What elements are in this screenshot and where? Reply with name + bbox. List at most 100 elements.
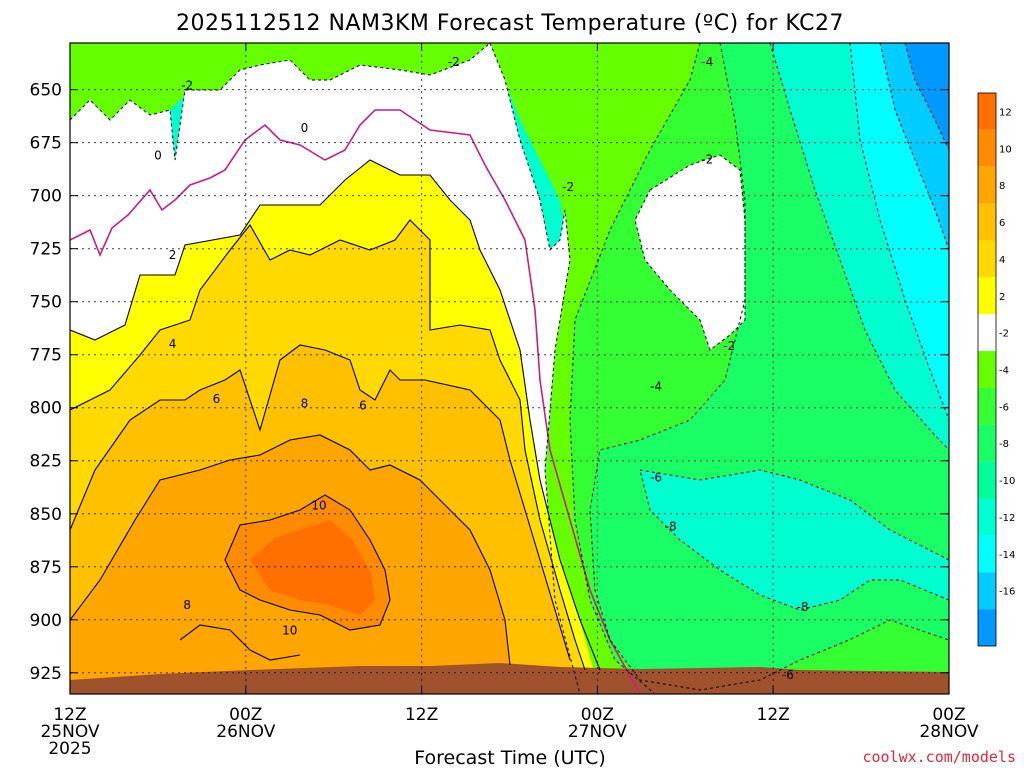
contour-minus-2-right [489, 43, 581, 694]
y-tick-label-725: 725 [30, 240, 62, 260]
contour-minus-2-patch [634, 154, 746, 351]
band-minus-6-left-patch [70, 43, 95, 115]
y-tick-label-825: 825 [30, 452, 62, 472]
contour-label: -4 [701, 55, 713, 69]
contour-label: -2 [562, 180, 574, 194]
chart-title: 2025112512 NAM3KM Forecast Temperature (… [176, 11, 844, 36]
contour-minus-8 [769, 43, 949, 451]
colorbar-frame [977, 92, 997, 647]
x-tick-label-0-line1: 12Z [53, 705, 86, 725]
x-tick-label-1-line2: 26NOV [216, 722, 275, 742]
colorbar-label: -4 [999, 366, 1009, 377]
x-tick-label-0-line2: 25NOV [40, 722, 99, 742]
contour-label: -2 [181, 78, 193, 92]
y-tick-label-925: 925 [30, 664, 62, 684]
contour-label: -4 [650, 380, 662, 394]
colorbar-swatch [978, 424, 996, 462]
band-12-core [250, 520, 375, 615]
colorbar-swatch [978, 498, 996, 536]
terrain [70, 663, 949, 694]
y-tick-label-900: 900 [30, 611, 62, 631]
y-tick-label-700: 700 [30, 187, 62, 207]
contour-minus-6 [589, 43, 949, 691]
band-minus-14 [880, 43, 949, 250]
contour-6 [70, 344, 571, 661]
contour-label: -8 [665, 519, 677, 533]
credit-link[interactable]: coolwx.com/models [862, 748, 1016, 766]
plot-frame [69, 42, 950, 695]
x-tick-label-5-line2: 28NOV [919, 722, 978, 742]
band-minus-4 [490, 43, 700, 694]
colorbar-label: -14 [999, 550, 1015, 561]
contour-label: 2 [169, 248, 177, 262]
colorbar-swatch [978, 129, 996, 167]
x-tick-label-2-line1: 12Z [405, 705, 438, 725]
y-tick-label-800: 800 [30, 399, 62, 419]
contour-2 [70, 159, 601, 671]
colorbar-label: 10 [999, 144, 1012, 155]
contour-label: -6 [650, 471, 662, 485]
band-minus-16 [905, 43, 949, 150]
colorbar-swatch [978, 240, 996, 278]
colorbar-swatch [978, 277, 996, 315]
colorbar-swatch [978, 351, 996, 388]
contour-label: 0 [154, 148, 162, 162]
contour-10 [224, 494, 391, 631]
colorbar-swatch [978, 166, 996, 204]
contour-minus-8-loop [639, 469, 949, 611]
y-tick-label-750: 750 [30, 293, 62, 313]
y-tick-label-650: 650 [30, 81, 62, 101]
colorbar-swatch [978, 535, 996, 573]
colorbar-swatch [978, 387, 996, 425]
x-tick-label-5-line1: 00Z [932, 705, 965, 725]
contour-label: -6 [782, 668, 794, 682]
contour-zero [70, 109, 641, 694]
contour-label: -8 [797, 600, 809, 614]
contour-minus-12 [879, 43, 949, 251]
colorbar-swatch [978, 609, 996, 646]
contour-label: 10 [311, 498, 326, 512]
band-minus-10-lower [640, 470, 949, 610]
colorbar-swatch [978, 461, 996, 499]
band-minus-12 [850, 43, 949, 420]
contour-label: -2 [701, 153, 713, 167]
contour-label: -2 [723, 339, 735, 353]
contour-6-lower [179, 624, 301, 661]
colorbar-label: -12 [999, 513, 1015, 524]
colorbar-label: -6 [999, 402, 1009, 413]
y-tick-label-675: 675 [30, 134, 62, 154]
colorbar-swatch [978, 93, 996, 130]
colorbar-label: 6 [999, 218, 1005, 229]
x-axis-title: Forecast Time (UTC) [414, 747, 605, 768]
x-tick-label-3-line2: 27NOV [568, 722, 627, 742]
grid-lines [70, 43, 949, 694]
contour-4 [70, 219, 586, 671]
colorbar-label: -10 [999, 476, 1015, 487]
x-tick-label-3-line1: 00Z [581, 705, 614, 725]
band-minus-4-upper-left [70, 43, 490, 120]
colorbar: 12 10 8 6 4 2 -2 -4 -6 -8 -10 -12 -14 -16 [977, 92, 1015, 647]
contour-label: 4 [169, 337, 177, 351]
colorbar-label: -16 [999, 587, 1015, 598]
contour-label: 8 [183, 598, 191, 612]
colorbar-label: 8 [999, 181, 1005, 192]
colorbar-swatch [978, 203, 996, 241]
contour-label: 6 [359, 399, 367, 413]
dashed-contours [70, 43, 949, 694]
band-minus-2-patch [635, 155, 745, 350]
colorbar-label: 2 [999, 292, 1005, 303]
contour-label: 6 [213, 392, 221, 406]
contour-minus-8-lower [639, 469, 949, 561]
colorbar-label: 4 [999, 255, 1005, 266]
contour-label: 0 [301, 121, 309, 135]
contour-8 [70, 434, 511, 666]
x-tick-label-1-line1: 00Z [229, 705, 262, 725]
y-tick-label-875: 875 [30, 558, 62, 578]
contour-label: 8 [301, 396, 309, 410]
contour-label: -4 [782, 732, 794, 746]
